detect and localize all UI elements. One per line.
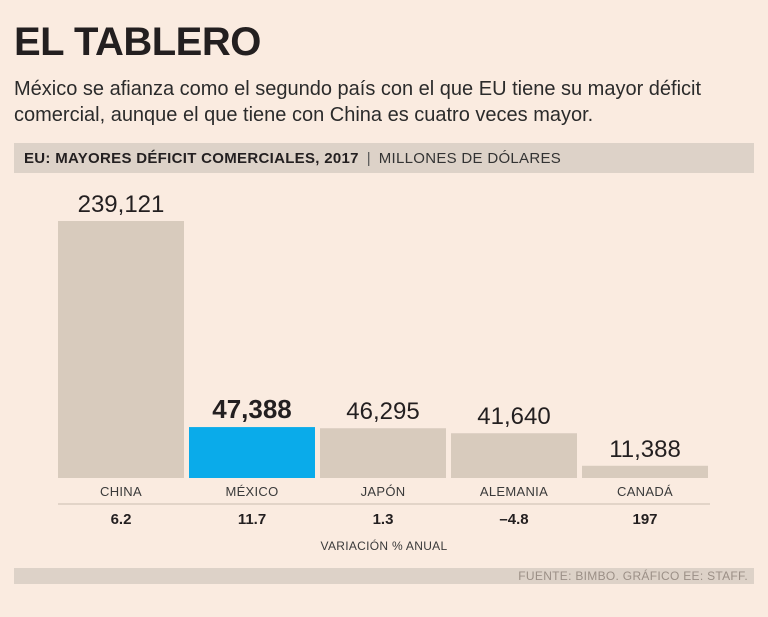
bar — [58, 221, 184, 478]
header-separator: | — [366, 149, 371, 167]
category-tick-label: MÉXICO — [225, 484, 278, 499]
data-label: 47,388 — [212, 394, 292, 424]
data-label: 11,388 — [609, 436, 681, 463]
variation-row-label: VARIACIÓN % ANUAL — [321, 538, 448, 553]
category-tick-label: ALEMANIA — [480, 484, 548, 499]
data-label: 239,121 — [78, 191, 165, 218]
variation-value: 197 — [632, 511, 657, 528]
category-tick-label: CANADÁ — [617, 484, 673, 499]
category-tick-label: JAPÓN — [361, 484, 406, 499]
data-label: 41,640 — [477, 403, 550, 430]
variation-value: 1.3 — [373, 511, 394, 528]
footer-band: FUENTE: BIMBO. GRÁFICO EE: STAFF. — [14, 568, 754, 584]
bar — [189, 427, 315, 478]
category-tick-label: CHINA — [100, 484, 142, 499]
variation-value: –4.8 — [499, 511, 528, 528]
bar — [451, 433, 577, 478]
chart-title: EU: MAYORES DÉFICIT COMERCIALES, 2017 — [24, 149, 359, 167]
variation-value: 6.2 — [111, 511, 132, 528]
data-label: 46,295 — [346, 398, 419, 425]
chart-header-band: EU: MAYORES DÉFICIT COMERCIALES, 2017 | … — [14, 143, 754, 173]
page-subtitle: México se afianza como el segundo país c… — [14, 78, 702, 126]
page-title: EL TABLERO — [14, 20, 261, 64]
bar — [320, 428, 446, 478]
chart-unit-label: MILLONES DE DÓLARES — [378, 149, 562, 167]
bar — [582, 465, 708, 478]
source-credit: FUENTE: BIMBO. GRÁFICO EE: STAFF. — [518, 569, 748, 583]
variation-value: 11.7 — [238, 511, 266, 528]
